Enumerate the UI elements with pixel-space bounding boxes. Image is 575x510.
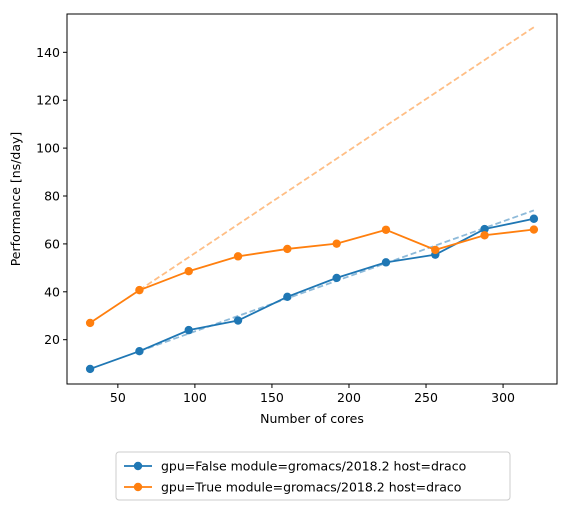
- x-tick-label: 150: [260, 390, 284, 405]
- y-tick-label: 140: [36, 45, 60, 60]
- y-tick-label: 100: [36, 141, 60, 156]
- x-axis-ticks: 50 100 150 200 250 300: [110, 384, 515, 405]
- y-tick-label: 40: [44, 284, 60, 299]
- data-point: [332, 239, 341, 248]
- data-point: [381, 258, 391, 267]
- y-axis-ticks: 20 40 60 80 100 120 140: [36, 45, 67, 347]
- x-axis-label: Number of cores: [260, 411, 364, 426]
- data-point: [184, 267, 193, 276]
- data-point: [85, 318, 95, 328]
- reference-lines: [138, 26, 535, 353]
- data-point: [480, 231, 489, 240]
- legend-label: gpu=False module=gromacs/2018.2 host=dra…: [161, 459, 466, 474]
- y-tick-label: 60: [44, 236, 60, 251]
- x-tick-label: 200: [337, 390, 361, 405]
- data-point: [85, 364, 95, 374]
- y-tick-label: 80: [44, 189, 60, 204]
- legend-box: [115, 451, 511, 501]
- data-point: [283, 244, 292, 254]
- data-point: [480, 224, 489, 234]
- legend-swatch-marker: [133, 482, 143, 492]
- legend: gpu=False module=gromacs/2018.2 host=dra…: [115, 451, 511, 501]
- data-point: [233, 316, 243, 325]
- series-lines: [85, 214, 539, 374]
- legend-item: gpu=False module=gromacs/2018.2 host=dra…: [124, 459, 466, 474]
- legend-label: gpu=True module=gromacs/2018.2 host=drac…: [161, 480, 461, 495]
- x-tick-label: 50: [110, 390, 126, 405]
- y-tick-label: 20: [44, 332, 60, 347]
- data-point: [529, 214, 539, 223]
- legend-item: gpu=True module=gromacs/2018.2 host=drac…: [124, 480, 461, 495]
- data-point: [529, 225, 539, 234]
- y-tick-label: 120: [36, 93, 60, 108]
- reference-line-2: [138, 26, 535, 291]
- series-1: [85, 214, 539, 374]
- data-point: [135, 285, 144, 295]
- data-point: [381, 225, 391, 234]
- series-line-2: [89, 228, 534, 324]
- data-point: [135, 346, 144, 356]
- plot-frame: [66, 13, 558, 385]
- data-point: [431, 245, 440, 255]
- data-point: [332, 273, 341, 283]
- y-axis-label: Performance [ns/day]: [8, 132, 23, 267]
- x-tick-label: 300: [491, 390, 515, 405]
- data-point: [283, 292, 292, 302]
- x-tick-label: 100: [183, 390, 207, 405]
- x-tick-label: 250: [414, 390, 438, 405]
- legend-swatch-marker: [133, 461, 143, 471]
- data-point: [184, 325, 193, 335]
- data-point: [233, 252, 243, 261]
- series-2: [85, 225, 539, 328]
